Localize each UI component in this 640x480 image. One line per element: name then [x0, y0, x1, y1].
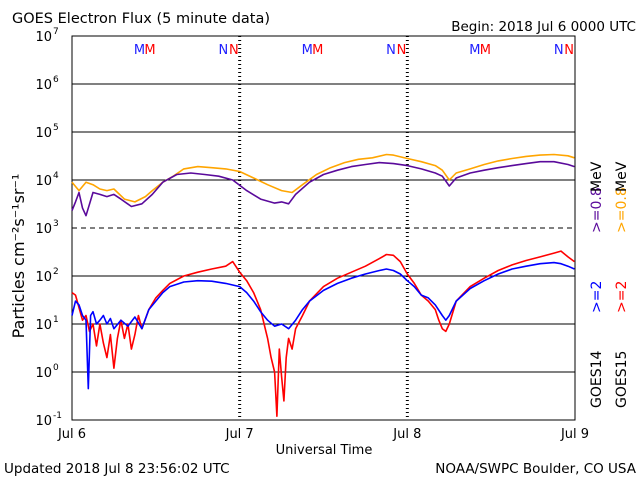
series-goes15_ge08	[71, 153, 575, 203]
series-goes15_ge2	[71, 250, 575, 417]
y-tick-label: 10	[35, 318, 52, 333]
legend-goes15-ge08: >=0.8	[614, 187, 630, 233]
y-tick-label: 10	[35, 270, 52, 285]
legend-unit: MeV	[589, 161, 605, 192]
legend-goes15: GOES15 >=2 >=0.8	[614, 187, 630, 408]
series-goes14_ge2	[71, 261, 575, 390]
y-tick-exponent: 7	[53, 27, 59, 37]
y-tick-label: 10	[35, 366, 52, 381]
legend-unit-2: MeV	[614, 161, 630, 192]
y-tick-label: 10	[35, 78, 52, 93]
y-tick-label: 10	[35, 126, 52, 141]
marker-n: N	[218, 43, 228, 58]
legend-goes14-label: GOES14	[589, 350, 605, 408]
marker-m: M	[302, 43, 313, 58]
marker-m: M	[469, 43, 480, 58]
legend-goes15-ge2: >=2	[614, 281, 630, 313]
marker-m: M	[480, 43, 491, 58]
marker-m: M	[144, 43, 155, 58]
marker-m: M	[134, 43, 145, 58]
marker-n: N	[554, 43, 564, 58]
x-tick-label: Jul 6	[57, 427, 86, 442]
x-tick-label: Jul 7	[225, 427, 254, 442]
marker-n: N	[229, 43, 239, 58]
legend-goes14: GOES14 >=2 >=0.8	[589, 187, 605, 408]
y-tick-label: 10	[35, 222, 52, 237]
x-tick-label: Jul 8	[392, 427, 421, 442]
y-tick-exponent: 6	[53, 75, 59, 85]
y-tick-exponent: 0	[53, 363, 59, 373]
y-tick-exponent: 2	[53, 267, 59, 277]
x-axis-label: Universal Time	[276, 443, 373, 458]
gridlines	[72, 83, 575, 373]
chart-title: GOES Electron Flux (5 minute data)	[12, 11, 270, 27]
x-tick-label: Jul 9	[560, 427, 589, 442]
legend-goes15-label: GOES15	[614, 351, 630, 408]
series-goes14_ge08	[71, 160, 575, 217]
data-series	[71, 153, 575, 417]
marker-n: N	[397, 43, 407, 58]
y-tick-exponent: 4	[53, 171, 59, 181]
y-axis-label: Particles cm⁻²s⁻¹sr⁻¹	[9, 174, 28, 339]
updated-timestamp: Updated 2018 Jul 8 23:56:02 UTC	[4, 461, 230, 477]
marker-m: M	[312, 43, 323, 58]
x-ticks: Jul 6 Jul 7 Jul 8 Jul 9	[57, 36, 589, 442]
y-tick-exponent: -1	[53, 411, 62, 421]
y-tick-label: 10	[35, 30, 52, 45]
marker-n: N	[386, 43, 396, 58]
y-tick-label: 10	[35, 414, 52, 429]
legend-unit-label-2: MeV	[614, 161, 630, 192]
credit: NOAA/SWPC Boulder, CO USA	[435, 461, 637, 477]
legend-unit-label: MeV	[589, 161, 605, 192]
legend-goes14-ge2: >=2	[589, 281, 605, 313]
begin-time: Begin: 2018 Jul 6 0000 UTC	[451, 19, 636, 35]
y-tick-exponent: 3	[53, 219, 59, 229]
y-tick-label: 10	[35, 174, 52, 189]
y-tick-exponent: 1	[53, 315, 59, 325]
legend-goes14-ge08: >=0.8	[589, 187, 605, 233]
y-tick-exponent: 5	[53, 123, 59, 133]
marker-n: N	[564, 43, 574, 58]
